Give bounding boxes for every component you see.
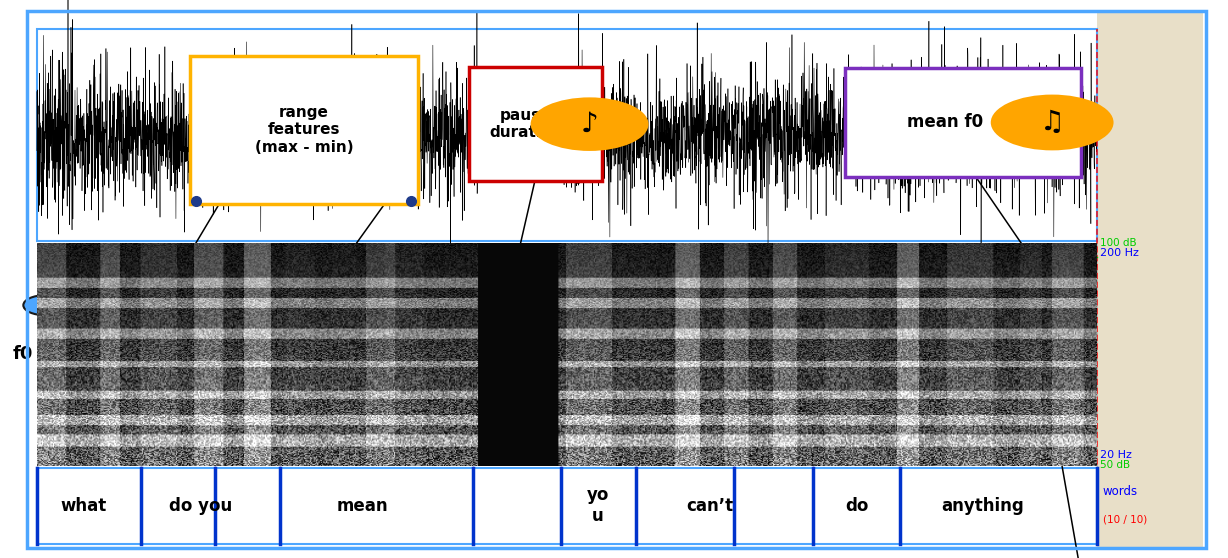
Text: mean f0: mean f0 <box>906 113 982 132</box>
Circle shape <box>295 288 339 309</box>
Text: what: what <box>60 497 107 515</box>
Circle shape <box>530 97 648 151</box>
Circle shape <box>178 282 222 302</box>
Circle shape <box>147 277 192 297</box>
Bar <box>37 468 1097 544</box>
Bar <box>37 29 1097 241</box>
Text: yo
u: yo u <box>587 487 609 525</box>
Circle shape <box>553 304 597 324</box>
FancyBboxPatch shape <box>469 67 602 181</box>
Circle shape <box>1034 284 1078 304</box>
Circle shape <box>23 295 68 315</box>
Circle shape <box>641 311 685 331</box>
Text: 100 dB: 100 dB <box>1100 238 1137 248</box>
Circle shape <box>991 94 1114 150</box>
Text: anything: anything <box>941 497 1024 515</box>
Text: pause
duration: pause duration <box>489 108 562 141</box>
Text: (10 / 10): (10 / 10) <box>1103 515 1147 525</box>
Text: can’t: can’t <box>686 497 733 515</box>
Text: words: words <box>1103 485 1138 498</box>
Bar <box>1097 11 1203 548</box>
Text: 200 Hz: 200 Hz <box>1100 248 1140 258</box>
Text: 50 dB: 50 dB <box>1100 460 1131 470</box>
Text: do you: do you <box>168 497 232 515</box>
Text: range
features
(max - min): range features (max - min) <box>254 105 354 155</box>
Text: 20 Hz: 20 Hz <box>1100 450 1132 460</box>
Text: ♫: ♫ <box>1040 108 1065 137</box>
Text: mean: mean <box>336 497 388 515</box>
FancyBboxPatch shape <box>845 68 1081 177</box>
Text: 0,12 s: 0,12 s <box>503 344 538 354</box>
Circle shape <box>782 322 826 342</box>
Text: f0: f0 <box>12 345 33 363</box>
Text: ♪: ♪ <box>581 110 598 138</box>
FancyBboxPatch shape <box>190 56 418 204</box>
Text: do: do <box>845 497 869 515</box>
